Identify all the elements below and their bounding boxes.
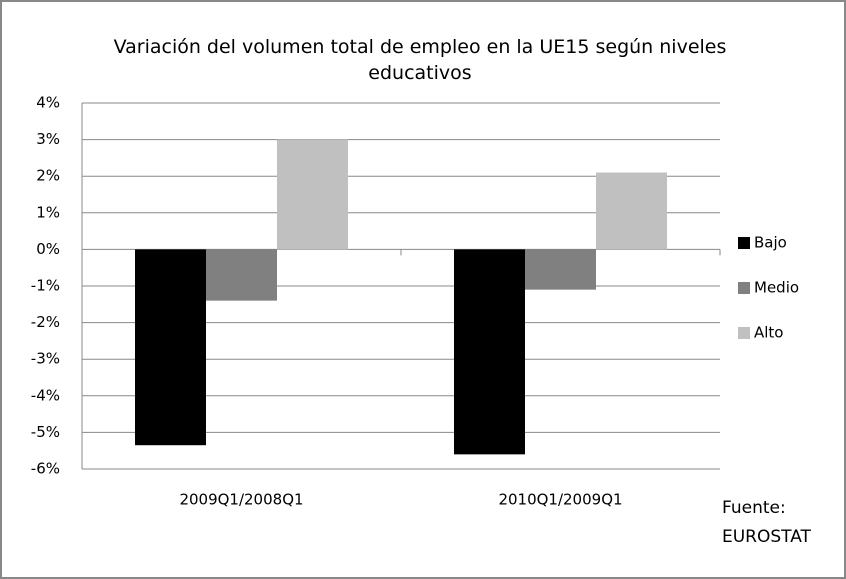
y-tick-label: -6% bbox=[31, 460, 60, 478]
bar bbox=[135, 249, 206, 446]
x-tick-label: 2009Q1/2008Q1 bbox=[179, 491, 303, 509]
y-tick-label: 4% bbox=[36, 94, 60, 112]
y-tick-label: -4% bbox=[31, 386, 60, 404]
y-tick-label: -2% bbox=[31, 313, 60, 331]
y-tick-label: -5% bbox=[31, 423, 60, 441]
y-tick-label: -3% bbox=[31, 350, 60, 368]
y-tick-label: -1% bbox=[31, 277, 60, 295]
legend-swatch bbox=[738, 237, 750, 249]
source-note: Fuente: EUROSTAT bbox=[722, 498, 811, 547]
bar bbox=[454, 249, 525, 455]
legend-swatch bbox=[738, 327, 750, 339]
y-tick-label: 0% bbox=[36, 240, 60, 258]
y-tick-label: 1% bbox=[36, 203, 60, 221]
legend-swatch bbox=[738, 282, 750, 294]
bar bbox=[596, 172, 667, 250]
bar bbox=[525, 249, 596, 290]
chart-title: Variación del volumen total de empleo en… bbox=[113, 36, 727, 84]
x-tick-label: 2010Q1/2009Q1 bbox=[498, 491, 622, 509]
y-tick-label: 2% bbox=[36, 167, 60, 185]
legend-label: Alto bbox=[754, 324, 784, 342]
bar bbox=[277, 139, 348, 250]
legend-label: Bajo bbox=[754, 234, 787, 252]
legend-label: Medio bbox=[754, 279, 799, 297]
y-tick-label: 3% bbox=[36, 130, 60, 148]
bar bbox=[206, 249, 277, 301]
